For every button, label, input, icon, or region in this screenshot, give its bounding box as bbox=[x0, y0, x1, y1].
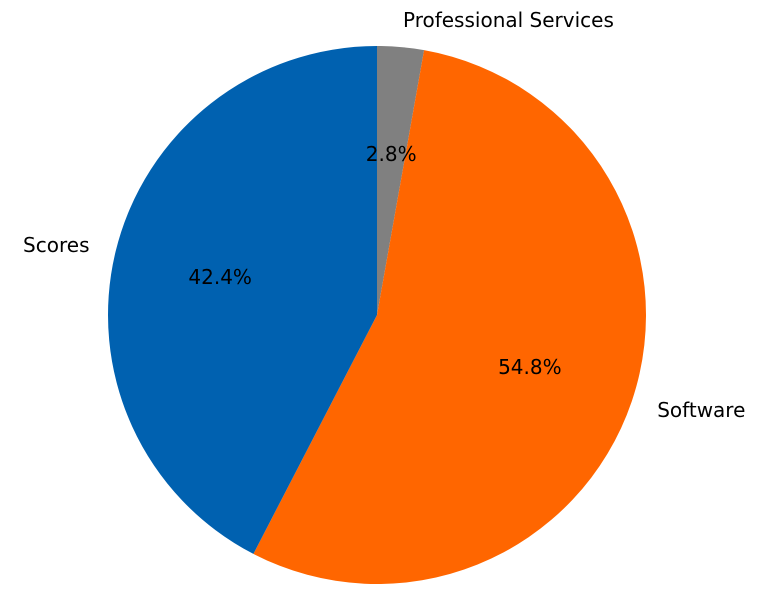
pie-slice-scores bbox=[107, 46, 377, 554]
percent-label-software: 54.8% bbox=[498, 355, 562, 379]
category-label-software: Software bbox=[657, 398, 745, 422]
pie-slices bbox=[107, 46, 646, 584]
percent-label-scores: 42.4% bbox=[188, 265, 252, 289]
pie-slice-software bbox=[253, 50, 646, 584]
category-label-professional-services: Professional Services bbox=[403, 8, 614, 32]
percent-label-professional-services: 2.8% bbox=[366, 142, 417, 166]
pie-slice-professional-services bbox=[377, 46, 425, 315]
category-label-scores: Scores bbox=[23, 233, 89, 257]
pie-labels: Professional Services 2.8% Software 54.8% Sc… bbox=[23, 8, 745, 422]
